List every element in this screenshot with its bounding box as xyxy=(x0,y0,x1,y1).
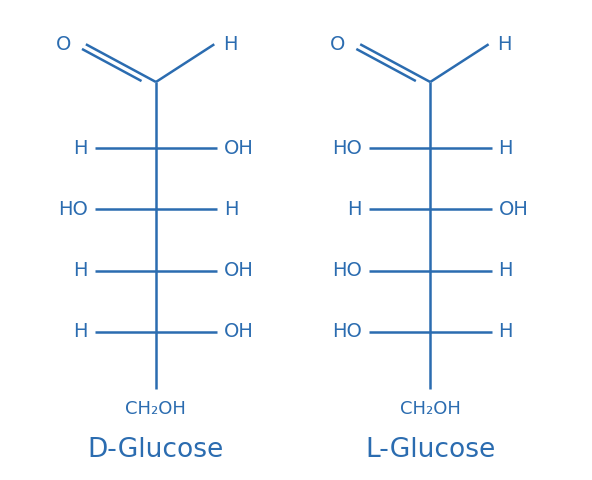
Text: L-Glucose: L-Glucose xyxy=(365,437,496,463)
Text: HO: HO xyxy=(332,323,362,341)
Text: HO: HO xyxy=(332,139,362,157)
Text: CH₂OH: CH₂OH xyxy=(126,400,186,419)
Text: H: H xyxy=(497,35,512,54)
Text: H: H xyxy=(498,261,513,280)
Text: O: O xyxy=(330,35,346,54)
Text: OH: OH xyxy=(224,323,254,341)
Text: OH: OH xyxy=(498,200,529,219)
Text: H: H xyxy=(498,139,513,157)
Text: OH: OH xyxy=(224,139,254,157)
Text: H: H xyxy=(348,200,362,219)
Text: OH: OH xyxy=(224,261,254,280)
Text: H: H xyxy=(73,261,88,280)
Text: HO: HO xyxy=(332,261,362,280)
Text: H: H xyxy=(223,35,237,54)
Text: O: O xyxy=(56,35,71,54)
Text: H: H xyxy=(498,323,513,341)
Text: H: H xyxy=(224,200,239,219)
Text: HO: HO xyxy=(58,200,88,219)
Text: CH₂OH: CH₂OH xyxy=(400,400,461,419)
Text: D-Glucose: D-Glucose xyxy=(88,437,224,463)
Text: H: H xyxy=(73,139,88,157)
Text: H: H xyxy=(73,323,88,341)
